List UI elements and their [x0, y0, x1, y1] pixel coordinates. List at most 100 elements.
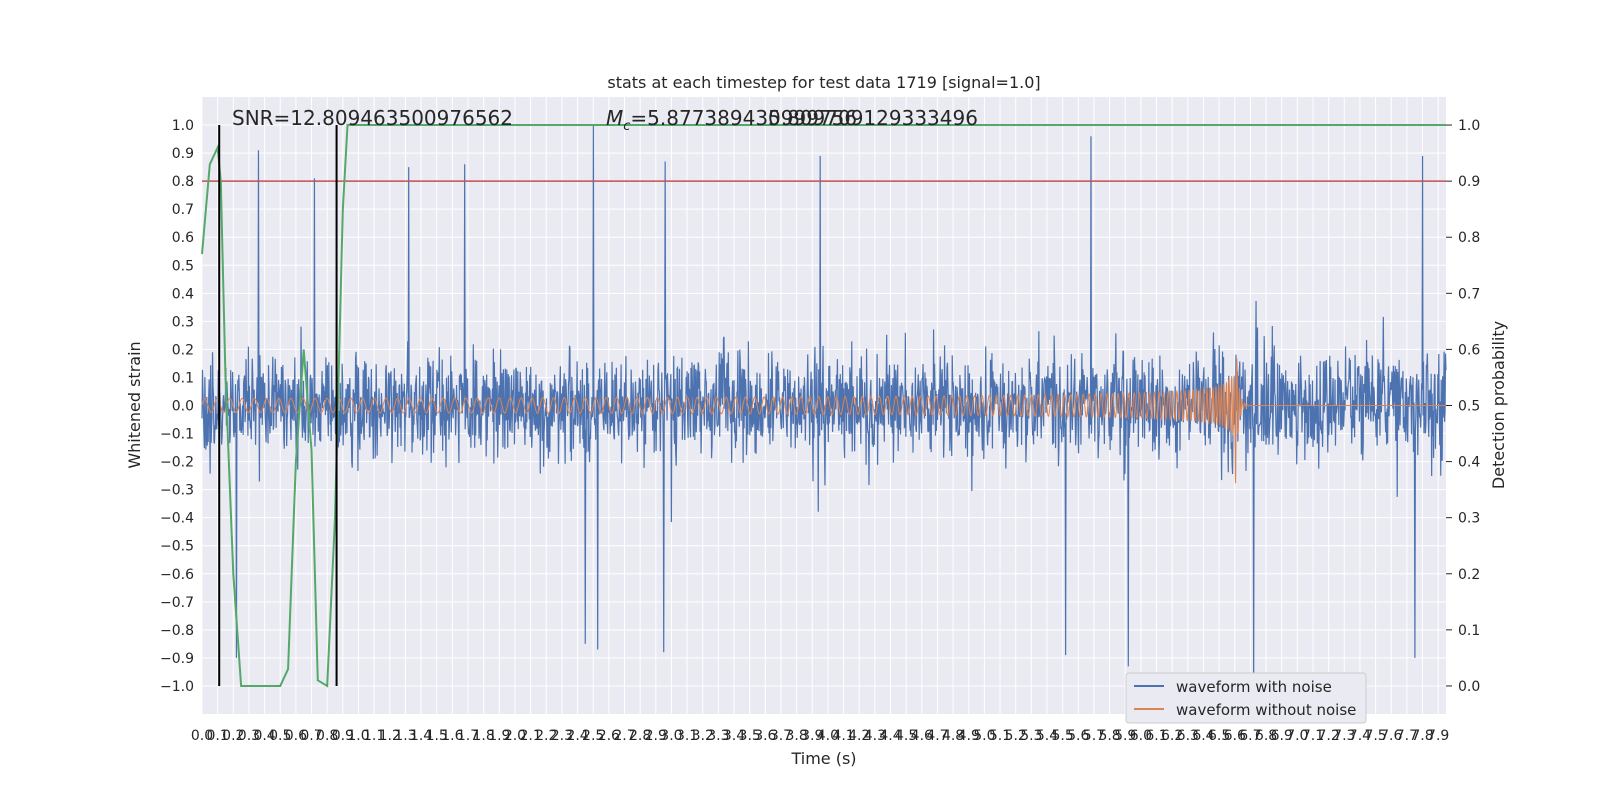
- x-tick-41: 4.1: [832, 728, 854, 744]
- x-tick-59: 5.9: [1114, 728, 1136, 744]
- x-tick-73: 7.3: [1333, 728, 1355, 744]
- x-tick-13: 1.3: [394, 728, 416, 744]
- y-tick-3: 0.7: [172, 202, 194, 218]
- x-tick-65: 6.5: [1208, 728, 1230, 744]
- y-tick-18: −0.8: [160, 623, 194, 639]
- y-tick-13: −0.3: [160, 483, 194, 499]
- x-tick-45: 4.5: [895, 728, 917, 744]
- x-tick-10: 1.0: [347, 728, 369, 744]
- y-tick-15: −0.5: [160, 539, 194, 555]
- x-tick-36: 3.6: [754, 728, 776, 744]
- x-tick-71: 7.1: [1302, 728, 1324, 744]
- x-tick-53: 5.3: [1020, 728, 1042, 744]
- x-tick-63: 6.3: [1177, 728, 1199, 744]
- y-tick-9: 0.1: [172, 370, 194, 386]
- x-tick-35: 3.5: [739, 728, 761, 744]
- x-tick-39: 3.9: [801, 728, 823, 744]
- y-tick-5: 0.5: [172, 258, 194, 274]
- x-tick-28: 2.8: [629, 728, 651, 744]
- x-tick-23: 2.3: [551, 728, 573, 744]
- x-tick-72: 7.2: [1318, 728, 1340, 744]
- x-tick-57: 5.7: [1083, 728, 1105, 744]
- x-tick-38: 3.8: [785, 728, 807, 744]
- x-tick-16: 1.6: [441, 728, 463, 744]
- y-tick-20: −1.0: [160, 679, 194, 695]
- y-tick-12: −0.2: [160, 455, 194, 471]
- x-tick-69: 6.9: [1271, 728, 1293, 744]
- x-tick-51: 5.1: [989, 728, 1011, 744]
- x-tick-7: 0.7: [300, 728, 322, 744]
- x-tick-74: 7.4: [1349, 728, 1371, 744]
- legend-label-noise: waveform with noise: [1176, 678, 1332, 696]
- x-tick-56: 5.6: [1067, 728, 1089, 744]
- x-tick-12: 1.2: [379, 728, 401, 744]
- y2-tick-6: 0.4: [1458, 455, 1480, 471]
- x-tick-40: 4.0: [817, 728, 839, 744]
- x-tick-29: 2.9: [645, 728, 667, 744]
- y-tick-1: 0.9: [172, 146, 194, 162]
- x-tick-11: 1.1: [363, 728, 385, 744]
- x-tick-64: 6.4: [1192, 728, 1214, 744]
- series-waveform-without-noise: [201, 358, 1446, 484]
- x-tick-5: 0.5: [269, 728, 291, 744]
- x-tick-2: 0.2: [222, 728, 244, 744]
- y-tick-labels: 1.0 0.9 0.8 0.7 0.6 0.5 0.4 0.3 0.2 0.1 0.0 −0.1 −0.…: [160, 118, 194, 695]
- y-tick-16: −0.6: [160, 567, 194, 583]
- x-tick-4: 0.4: [253, 728, 275, 744]
- x-tick-21: 2.1: [519, 728, 541, 744]
- x-tick-66: 6.6: [1224, 728, 1246, 744]
- chirp-series: [201, 358, 1446, 484]
- x-tick-77: 7.7: [1396, 728, 1418, 744]
- x-tick-6: 0.6: [285, 728, 307, 744]
- y2-tick-0: 1.0: [1458, 118, 1480, 134]
- x-tick-25: 2.5: [582, 728, 604, 744]
- x-tick-79: 7.9: [1427, 728, 1449, 744]
- x-tick-78: 7.8: [1411, 728, 1433, 744]
- x-tick-46: 4.6: [911, 728, 933, 744]
- y2-tick-8: 0.2: [1458, 567, 1480, 583]
- probability-layer: [201, 124, 1446, 688]
- x-tick-49: 4.9: [958, 728, 980, 744]
- y2-tick-5: 0.5: [1458, 399, 1480, 415]
- snr-annotation: SNR=12.809463500976562: [232, 106, 513, 130]
- x-tick-68: 6.8: [1255, 728, 1277, 744]
- x-tick-17: 1.7: [457, 728, 479, 744]
- y-tick-4: 0.6: [172, 230, 194, 246]
- x-tick-30: 3.0: [660, 728, 682, 744]
- x-tick-54: 5.4: [1036, 728, 1058, 744]
- y2-tick-9: 0.1: [1458, 623, 1480, 639]
- y-tick-17: −0.7: [160, 595, 194, 611]
- x-tick-14: 1.4: [410, 728, 432, 744]
- y-tick-11: −0.1: [160, 427, 194, 443]
- detection-probability-line: [201, 124, 1446, 688]
- x-tick-44: 4.4: [879, 728, 901, 744]
- x-tick-52: 5.2: [1005, 728, 1027, 744]
- x-tick-34: 3.4: [723, 728, 745, 744]
- x-tick-31: 3.1: [676, 728, 698, 744]
- x-tick-60: 6.0: [1130, 728, 1152, 744]
- y-tick-7: 0.3: [172, 314, 194, 330]
- legend: waveform with noise waveform without noi…: [1125, 672, 1367, 724]
- y-tick-0: 1.0: [172, 118, 194, 134]
- x-tick-32: 3.2: [692, 728, 714, 744]
- chirp-mass-subscript: c: [623, 119, 630, 134]
- x-tick-22: 2.2: [535, 728, 557, 744]
- x-tick-3: 0.3: [238, 728, 260, 744]
- x-tick-20: 2.0: [504, 728, 526, 744]
- x-tick-9: 0.9: [332, 728, 354, 744]
- chirp-mass-symbol: M: [606, 106, 623, 130]
- x-tick-27: 2.7: [613, 728, 635, 744]
- series-waveform-with-noise: [201, 125, 1447, 686]
- y2-tick-10: 0.0: [1458, 679, 1480, 695]
- x-tick-0: 0.0: [191, 728, 213, 744]
- y-tick-6: 0.4: [172, 286, 194, 302]
- y2-tick-2: 0.8: [1458, 230, 1480, 246]
- x-tick-50: 5.0: [973, 728, 995, 744]
- legend-box: [1125, 672, 1367, 724]
- x-tick-labels: 0.00.10.20.30.40.50.60.70.80.91.01.11.21…: [191, 728, 1449, 744]
- y-tick-19: −0.9: [160, 651, 194, 667]
- y-axis-label: Whitened strain: [125, 341, 144, 468]
- x-axis-label: Time (s): [790, 749, 856, 768]
- x-tick-48: 4.8: [942, 728, 964, 744]
